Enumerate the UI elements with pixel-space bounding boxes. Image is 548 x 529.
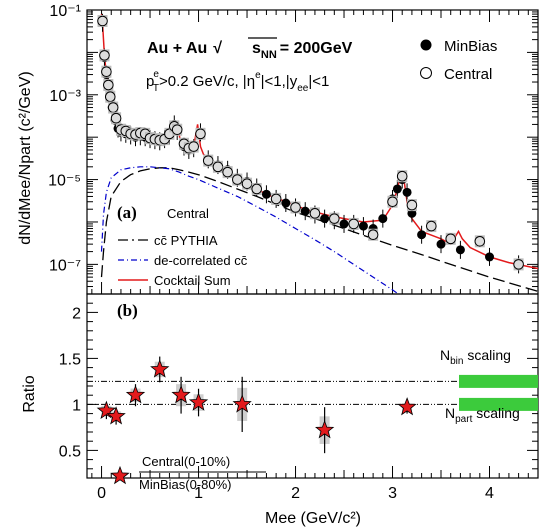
minbias-point <box>358 221 368 231</box>
central-point <box>232 174 243 185</box>
central-point <box>348 218 360 230</box>
x-tick-label: 4 <box>485 485 494 502</box>
central-point <box>426 220 437 232</box>
legend-top: MinBias Central <box>420 38 497 83</box>
nbin-scaling-label: Nbin scaling <box>440 347 511 367</box>
legend-decorrelated-label: de-correlated cc̄ <box>154 253 248 268</box>
ratio-numerator: Central(0-10%) <box>142 454 230 469</box>
minbias-point <box>281 198 291 208</box>
minbias-point <box>436 239 446 249</box>
central-point <box>101 66 112 78</box>
x-tick-label: 2 <box>291 485 300 502</box>
x-tick-label: 1 <box>194 485 203 502</box>
central-point <box>406 199 418 211</box>
legend-minbias-label: MinBias <box>444 38 497 55</box>
minbias-point <box>392 184 402 194</box>
central-point <box>309 208 321 219</box>
central-point <box>474 236 486 247</box>
ratio-point <box>315 420 335 439</box>
minbias-point <box>417 230 427 240</box>
x-tick-label: 3 <box>388 485 397 502</box>
central-point <box>222 166 233 178</box>
central-point <box>103 79 114 91</box>
y-axis-label-b: Ratio <box>21 375 38 412</box>
curve-cc-pythia <box>100 167 538 293</box>
ratio-point <box>171 385 191 404</box>
minbias-point <box>378 214 388 224</box>
minbias-point <box>261 189 271 199</box>
central-point <box>445 233 457 245</box>
central-point <box>171 124 183 136</box>
central-point <box>97 15 108 27</box>
nbin-scaling-band <box>459 374 538 388</box>
panel-b: 0.5 1 1.5 2 0 1 2 3 4 <box>59 293 539 502</box>
ratio-point <box>96 400 117 420</box>
npart-scaling-label: Npart scaling <box>445 405 520 425</box>
minbias-point <box>485 252 495 262</box>
minbias-point <box>455 245 465 255</box>
panel-b-label: (b) <box>117 301 138 320</box>
x-tick-label: 0 <box>97 485 106 502</box>
ratio-point <box>106 406 126 425</box>
legend-central-marker <box>420 67 432 79</box>
ratio-point <box>188 392 209 411</box>
central-point <box>110 112 122 124</box>
central-point <box>195 128 206 140</box>
npart-scaling-band <box>459 397 538 411</box>
minbias-point <box>402 187 412 197</box>
central-point <box>367 229 379 241</box>
central-point <box>202 155 214 166</box>
ratio-point <box>125 385 146 404</box>
legend-central-title: Central <box>167 206 209 221</box>
x-axis-label: Mee (GeV/c²) <box>265 510 361 527</box>
curve-de-correlated-cc- <box>100 166 400 294</box>
ratio-denominator: MinBias(0-80%) <box>139 477 231 492</box>
panel-a: 10⁻¹ 10⁻³ 10⁻⁵ 10⁻⁷ <box>48 3 539 295</box>
y-tick-label-a: 10⁻³ <box>49 88 81 105</box>
legend-bottom: Central cc̄ PYTHIA de-correlated cc̄ Coc… <box>118 206 248 288</box>
chart-title: Au + Au √ <box>147 40 222 57</box>
central-point <box>104 91 116 103</box>
energy-label: sNN = 200GeV <box>252 40 353 61</box>
y-tick-label-a: 10⁻⁵ <box>48 173 81 190</box>
central-point <box>188 141 199 152</box>
y-tick-label-b: 0.5 <box>59 443 81 460</box>
central-point <box>107 102 119 113</box>
central-point <box>212 161 224 173</box>
central-point <box>329 213 340 224</box>
y-tick-label-a: 10⁻¹ <box>49 3 81 20</box>
cuts-label: pe T>0.2 GeV/c, |ηe|<1,|yee|<1 <box>146 69 329 94</box>
minbias-point <box>300 206 310 216</box>
y-tick-label-b: 1 <box>72 397 81 414</box>
minbias-point <box>339 219 349 229</box>
central-point <box>396 170 408 182</box>
legend-central-label: Central <box>444 66 492 83</box>
y-axis-label-a: dN/dMee/Npart (c²/GeV) <box>17 71 34 244</box>
central-point <box>99 50 110 61</box>
central-point <box>270 193 282 205</box>
y-tick-label-a: 10⁻⁷ <box>49 257 81 274</box>
ratio-legend-star <box>110 465 130 485</box>
ratio-point <box>232 394 252 413</box>
central-point <box>387 196 398 208</box>
y-tick-label-b: 1.5 <box>59 351 81 368</box>
central-point <box>290 202 301 213</box>
legend-cocktail-label: Cocktail Sum <box>154 273 231 288</box>
central-point <box>513 259 524 270</box>
panel-a-label: (a) <box>117 203 137 222</box>
minbias-point <box>320 214 330 224</box>
central-point <box>251 183 263 195</box>
legend-minbias-marker <box>420 39 432 51</box>
y-tick-label-b: 2 <box>72 305 81 322</box>
ratio-point <box>150 359 170 378</box>
central-point <box>241 178 253 189</box>
ratio-point <box>397 397 417 416</box>
legend-pythia-label: cc̄ PYTHIA <box>154 233 218 248</box>
ratio-legend: Central(0-10%) MinBias(0-80%) <box>139 454 266 492</box>
